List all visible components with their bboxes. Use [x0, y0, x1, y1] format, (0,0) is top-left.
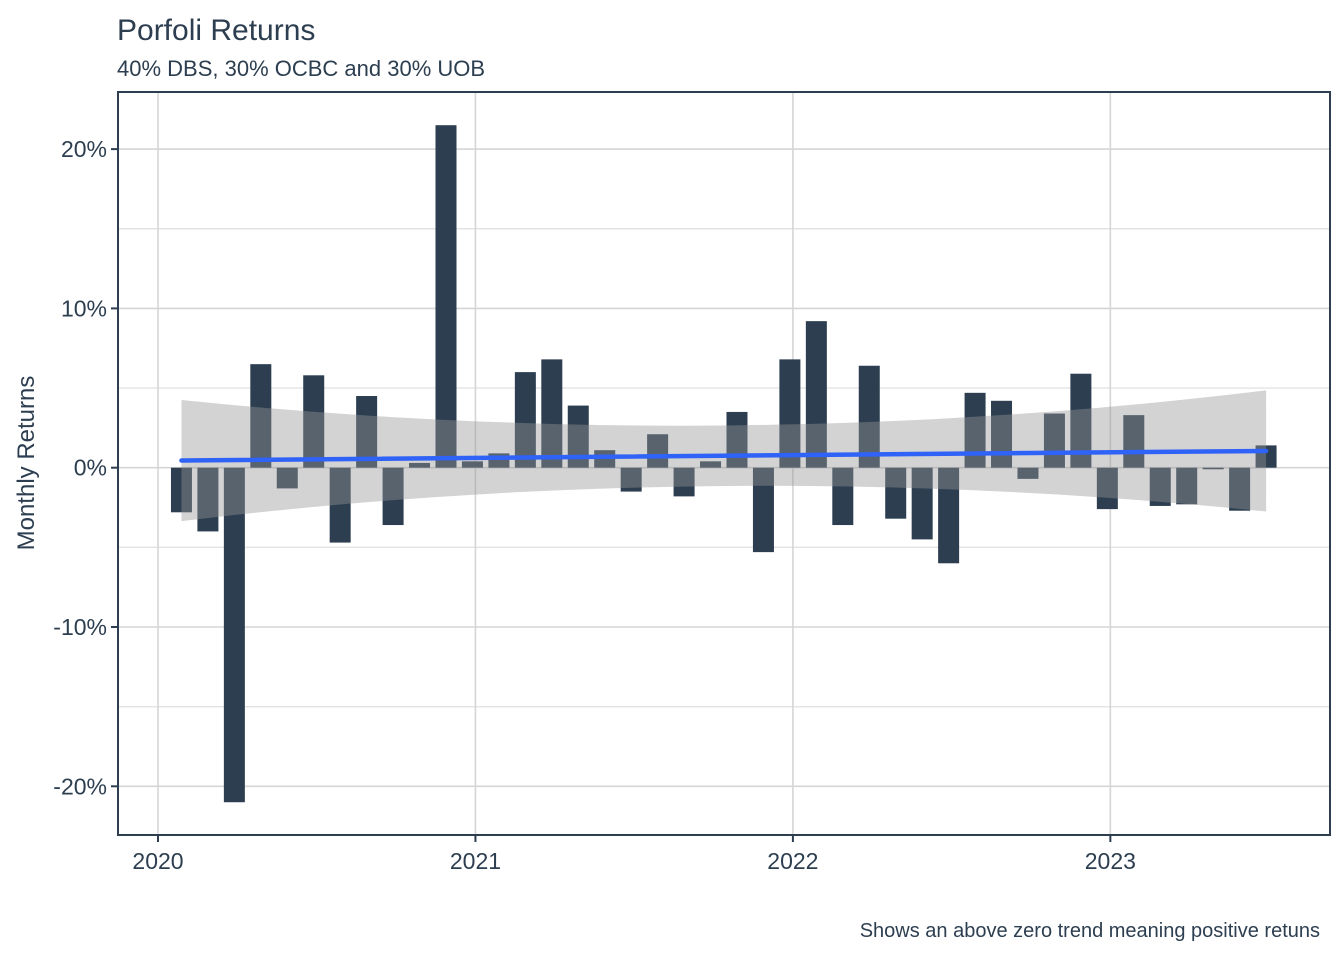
bar-2021-07 — [620, 467, 642, 492]
gridlines-minor — [118, 228, 1330, 708]
bar-2023-04 — [1176, 467, 1198, 505]
bar-2022-08 — [964, 392, 986, 468]
border-layer — [117, 91, 1331, 836]
bar-2023-01 — [1096, 467, 1118, 510]
y-tick-label: 20% — [61, 136, 107, 162]
bar-2021-10 — [700, 461, 722, 468]
bar-2020-12 — [435, 125, 457, 468]
bar-2022-02 — [805, 321, 827, 468]
bar-2022-04 — [858, 365, 880, 468]
bar-2023-05 — [1202, 467, 1224, 470]
bar-2022-01 — [779, 359, 801, 468]
bar-2022-06 — [911, 467, 933, 540]
bar-2020-09 — [356, 396, 378, 468]
bar-2020-07 — [303, 375, 325, 468]
bar-2022-12 — [1070, 373, 1092, 468]
y-tick-label: -10% — [53, 614, 107, 640]
bars-layer — [170, 125, 1277, 803]
bar-2020-11 — [409, 462, 431, 468]
bar-2021-05 — [567, 405, 589, 468]
bar-2020-04 — [223, 467, 245, 803]
x-tick-label: 2023 — [1085, 848, 1136, 874]
x-tick-label: 2020 — [132, 848, 183, 874]
chart-subtitle: 40% DBS, 30% OCBC and 30% UOB — [117, 56, 486, 81]
bar-2022-07 — [938, 467, 960, 564]
bar-2022-10 — [1017, 467, 1039, 479]
x-tick-label: 2022 — [767, 848, 818, 874]
trend-line — [179, 448, 1269, 463]
bar-2020-02 — [170, 467, 192, 513]
panel-border — [117, 91, 1331, 836]
chart-caption: Shows an above zero trend meaning positi… — [859, 920, 1320, 942]
y-tick-label: 0% — [74, 455, 107, 481]
bar-2022-03 — [832, 467, 854, 526]
y-tick-label: -20% — [53, 773, 107, 799]
bar-2023-02 — [1123, 415, 1145, 468]
bar-2021-12 — [752, 467, 774, 553]
bar-2021-01 — [461, 461, 483, 468]
bar-2022-09 — [991, 400, 1013, 468]
bar-2023-06 — [1229, 467, 1251, 511]
axis-labels: 20% 10% 0% -10% -20% 2020 2021 2022 2023 — [53, 136, 1136, 874]
bar-2022-05 — [885, 467, 907, 519]
bar-2021-04 — [541, 359, 563, 468]
bar-2020-05 — [250, 364, 272, 468]
bar-2023-03 — [1149, 467, 1171, 506]
y-tick-label: 10% — [61, 295, 107, 321]
bar-2021-09 — [673, 467, 695, 497]
bar-2020-08 — [329, 467, 351, 543]
bar-2021-08 — [647, 434, 669, 468]
bar-2020-03 — [197, 467, 219, 532]
bar-2020-10 — [382, 467, 404, 526]
x-tick-label: 2021 — [450, 848, 501, 874]
trend-layer — [179, 448, 1269, 463]
bar-2021-03 — [514, 372, 536, 468]
chart-title: Porfoli Returns — [117, 14, 316, 47]
bar-2020-06 — [276, 467, 298, 489]
